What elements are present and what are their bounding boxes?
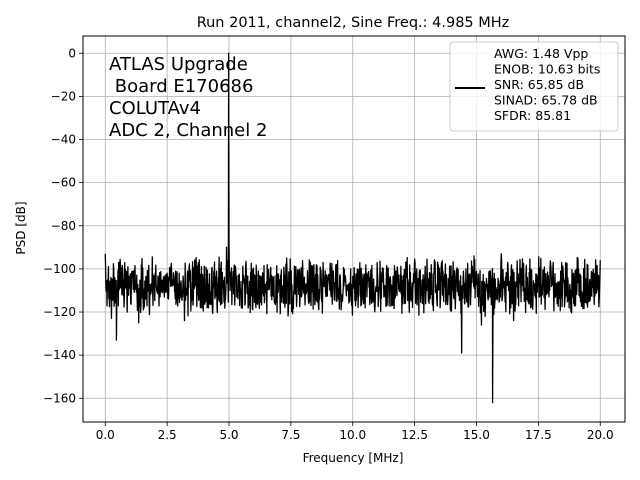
y-tick-label: −120 — [43, 305, 76, 319]
x-tick-label: 7.5 — [281, 428, 300, 442]
grid — [83, 36, 625, 422]
legend-box — [449, 41, 619, 132]
annotation-line: COLUTAv4 — [109, 98, 201, 119]
x-tick-label: 20.0 — [587, 428, 614, 442]
y-tick-label: −160 — [43, 391, 76, 405]
x-axis-label: Frequency [MHz] — [303, 451, 404, 465]
y-tick-label: −20 — [51, 89, 76, 103]
x-tick-label: 15.0 — [463, 428, 490, 442]
x-tick-label: 12.5 — [401, 428, 428, 442]
plot-frame — [82, 35, 626, 423]
x-axis: 0.0 2.5 5.0 7.5 10.0 12.5 15.0 17.5 20.0 — [96, 422, 614, 442]
annotation-line: ADC 2, Channel 2 — [109, 120, 267, 141]
y-tick-label: −60 — [51, 176, 76, 190]
chart-title: Run 2011, channel2, Sine Freq.: 4.985 MH… — [197, 15, 510, 31]
y-tick-label: −40 — [51, 133, 76, 147]
series-group — [104, 52, 601, 404]
y-tick-label: −100 — [43, 262, 76, 276]
y-tick-label: 0 — [68, 46, 76, 60]
legend-entry-line: AWG: 1.48 Vpp — [494, 46, 588, 61]
legend-entry-line: ENOB: 10.63 bits — [494, 62, 600, 77]
legend-entry-line: SNR: 65.85 dB — [494, 77, 584, 92]
x-tick-label: 10.0 — [339, 428, 366, 442]
y-tick-label: −80 — [51, 219, 76, 233]
y-axis-label: PSD [dB] — [14, 201, 28, 254]
x-tick-label: 5.0 — [219, 428, 238, 442]
legend-entry-line: SINAD: 65.78 dB — [494, 93, 598, 108]
y-axis: 0 −20 −40 −60 −80 −100 −120 −140 −160 — [43, 46, 83, 405]
psd-series-line — [104, 52, 601, 404]
legend-entry-line: SFDR: 85.81 — [494, 108, 571, 123]
y-tick-label: −140 — [43, 348, 76, 362]
x-tick-label: 17.5 — [525, 428, 552, 442]
annotation-line: ATLAS Upgrade — [109, 54, 248, 75]
x-tick-label: 2.5 — [158, 428, 177, 442]
annotation-line: Board E170686 — [109, 76, 253, 97]
x-tick-label: 0.0 — [96, 428, 115, 442]
